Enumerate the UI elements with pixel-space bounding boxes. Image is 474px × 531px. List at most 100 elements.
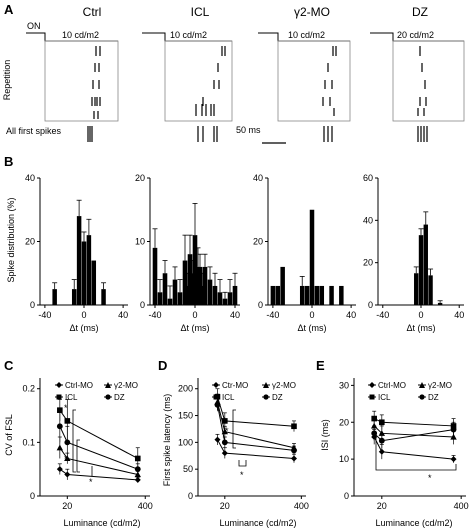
histogram-bar [202,266,208,305]
data-point-circle [64,439,71,446]
histogram-bar [428,275,433,305]
panel-label-a: A [4,2,14,17]
series-square [371,410,457,434]
y-tick-label: 0 [30,491,35,501]
legend-gamma2-mo: γ2-MO [114,381,138,390]
data-point-circle [134,466,141,473]
histogram-bar [192,235,198,305]
panel-d-legend: Ctr-MO γ2-MO ICL DZ [212,381,296,402]
data-point-diamond [450,456,457,463]
line-plot-d: 0 50 100 150 200 20 400 [178,378,309,511]
legend-ctr-mo: Ctr-MO [222,381,248,390]
y-tick-label: 20 [363,258,373,268]
y-tick-label: 100 [178,437,193,447]
sig-star: * [89,477,93,487]
data-point-circle [371,430,378,437]
histogram-bar [101,289,106,305]
panel-d-significance [232,409,247,467]
x-tick-label: -40 [266,310,279,320]
y-tick-label: 20 [339,417,349,427]
data-point-square [214,393,221,400]
histogram-bar [437,302,443,305]
panel-c-ylabel: CV of FSL [4,414,14,456]
x-axis-label: Δt (ms) [180,323,209,333]
series-line [59,468,138,481]
histogram-bar [197,266,203,305]
histogram-bar [81,241,87,305]
legend-dz: DZ [428,393,439,402]
series-line [59,426,138,470]
x-tick-label: 40 [454,310,464,320]
histogram-bar [222,298,228,305]
y-tick-label: 0.2 [22,384,35,394]
histogram-bar [172,279,178,305]
series-line [59,409,139,459]
y-tick-label: 10 [339,454,349,464]
series-circle [214,398,297,455]
legend-marker-circle [105,394,111,400]
y-tick-label: 30 [339,380,349,390]
legend-icl: ICL [378,393,391,402]
legend-marker-square [369,394,375,400]
histogram-bar [414,273,419,305]
legend-gamma2-mo: γ2-MO [428,381,452,390]
panel-e-significance [375,436,457,471]
all-first-spikes-label: All first spikes [6,126,62,136]
data-point-diamond [290,455,297,462]
legend-dz: DZ [272,393,283,402]
luminance-gamma2-mo: 10 cd/m2 [288,30,325,40]
histogram-bar [270,285,276,305]
y-tick-label: 20 [25,237,35,247]
data-point-circle [221,439,228,446]
series-diamond [371,429,457,463]
histogram-bar [167,298,173,305]
panel-c-legend: Ctrl-MO γ2-MO ICL DZ [55,381,138,402]
luminance-ctrl: 10 cd/m2 [62,30,99,40]
data-point-circle [214,401,221,408]
spike-raster-icl [195,46,226,142]
histogram-bar [86,235,92,305]
panel-d-ylabel: First spike latency (ms) [162,394,172,487]
y-tick-label: 40 [253,173,263,183]
raster-gamma2-mo: γ2-MO 10 cd/m2 [258,5,351,142]
line-plot-e: 0 10 20 30 20 400 [339,378,469,511]
y-tick-label: 150 [178,411,193,421]
raster-ctrl: Ctrl 10 cd/m2 [26,5,119,142]
histogram-bar [339,285,344,305]
x-tick-label: 20 [377,501,387,511]
legend-marker-triangle [263,382,269,388]
data-point-square [222,418,228,424]
data-point-diamond [64,471,71,478]
x-tick-label: 40 [230,310,240,320]
x-tick-label: 20 [220,501,230,511]
legend-marker-square [56,394,62,400]
panel-cde-plots: 0 0.1 0.2 20 400 0 50 100 150 200 20 400 0 10 20 30 20 40… [22,378,469,511]
legend-marker-circle [263,394,269,400]
x-axis-label: Δt (ms) [69,323,98,333]
histogram-bar [314,285,320,305]
y-tick-label: 0 [140,300,145,310]
histogram-bar [162,273,168,305]
raster-icl: ICL 10 cd/m2 50 ms [142,5,286,144]
sig-star: * [428,473,432,483]
y-tick-label: 50 [183,464,193,474]
luminance-dz: 20 cd/m2 [397,30,434,40]
panel-e-ylabel: ISI (ms) [320,419,330,451]
line-plot-c: 0 0.1 0.2 20 400 [22,378,153,511]
y-tick-label: 0 [188,491,193,501]
x-axis-label: Δt (ms) [406,323,435,333]
histogram-bar [319,285,325,305]
data-point-diamond [214,436,221,443]
sig-star: * [240,470,244,480]
histogram-bar [280,266,285,305]
series-circle [371,421,457,449]
series-circle [56,409,141,475]
legend-marker-circle [419,394,425,400]
data-point-diamond [56,466,63,473]
x-tick-label: 0 [309,310,314,320]
data-point-square [134,455,141,462]
data-point-diamond [221,450,228,457]
legend-marker-diamond [369,382,375,388]
